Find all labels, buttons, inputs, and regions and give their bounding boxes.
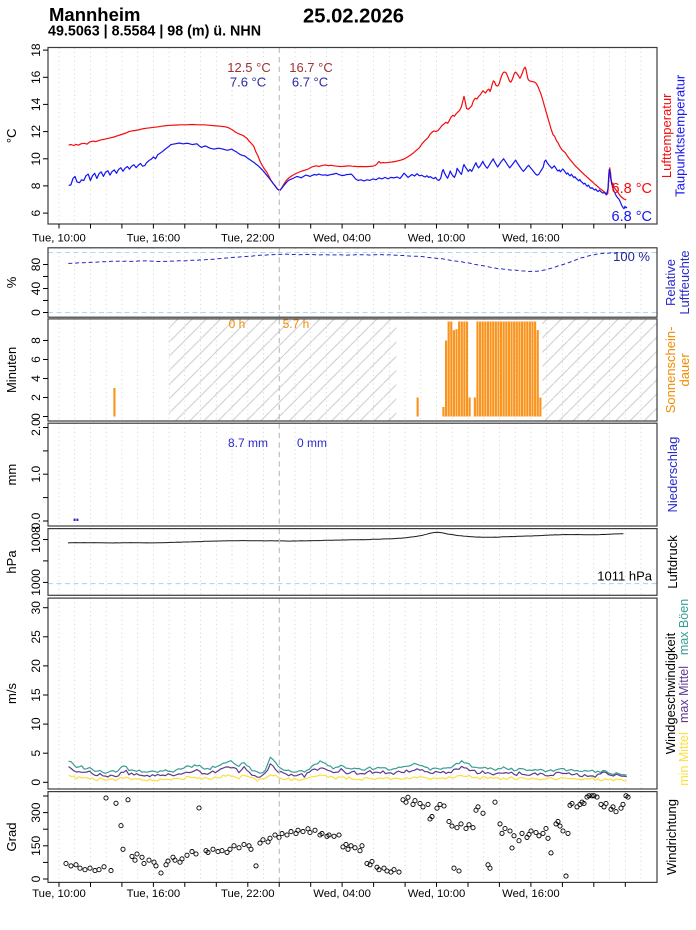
svg-text:0: 0 [29,875,43,882]
svg-text:6.8 °C: 6.8 °C [612,209,652,225]
svg-text:18: 18 [29,43,43,57]
svg-text:5.7 h: 5.7 h [283,317,310,331]
svg-text:12: 12 [29,125,43,139]
svg-text:Wed, 16:00: Wed, 16:00 [502,233,560,245]
svg-text:Wed, 04:00: Wed, 04:00 [313,233,371,245]
svg-text:Niederschlag: Niederschlag [665,437,680,513]
svg-text:80: 80 [29,258,43,272]
svg-text:Tue, 10:00: Tue, 10:00 [32,888,86,900]
svg-text:°C: °C [4,129,19,144]
svg-text:20: 20 [29,659,43,673]
svg-text:1.0: 1.0 [29,466,43,483]
svg-text:5: 5 [29,750,43,757]
svg-text:m/s: m/s [4,683,19,704]
svg-text:1011 hPa: 1011 hPa [597,569,652,584]
svg-text:6: 6 [29,356,43,363]
svg-text:Wed, 16:00: Wed, 16:00 [502,888,560,900]
svg-text:8.7 mm: 8.7 mm [228,436,268,450]
svg-text:Luftdruck: Luftdruck [665,535,680,589]
svg-text:25.02.2026: 25.02.2026 [303,5,404,27]
svg-text:49.5063 | 8.5584 | 98 (m) ü. N: 49.5063 | 8.5584 | 98 (m) ü. NHN [48,24,261,40]
svg-text:8: 8 [29,182,43,189]
svg-text:40: 40 [29,282,43,296]
svg-text:25: 25 [29,630,43,644]
svg-text:hPa: hPa [4,550,19,574]
svg-text:Tue, 16:00: Tue, 16:00 [127,233,181,245]
svg-text:2: 2 [29,394,43,401]
svg-text:Grad: Grad [4,823,19,852]
svg-text:16: 16 [29,70,43,84]
svg-text:0: 0 [29,413,43,420]
svg-text:Lufttemperatur: Lufttemperatur [659,93,674,178]
svg-text:Wed, 10:00: Wed, 10:00 [408,888,466,900]
svg-text:1000: 1000 [29,569,43,596]
svg-text:Windgeschwindigkeit: Windgeschwindigkeit [663,632,678,754]
svg-text:6.8 °C: 6.8 °C [612,181,652,197]
svg-text:Tue, 22:00: Tue, 22:00 [221,888,275,900]
svg-text:100 %: 100 % [613,249,650,264]
svg-text:Taupunktstemperatur: Taupunktstemperatur [673,74,688,197]
svg-text:300: 300 [29,802,43,822]
svg-text:0.0: 0.0 [29,512,43,529]
svg-text:Tue, 22:00: Tue, 22:00 [221,233,275,245]
svg-text:7.6 °C: 7.6 °C [230,75,266,90]
svg-text:Luftfeuchte: Luftfeuchte [677,250,692,314]
svg-text:0 h: 0 h [229,317,246,331]
svg-text:mm: mm [4,464,19,486]
svg-text:4: 4 [29,375,43,382]
svg-text:Minuten: Minuten [4,347,19,393]
svg-text:dauer: dauer [677,353,692,387]
svg-text:Relative: Relative [663,259,678,306]
svg-text:6.7 °C: 6.7 °C [292,75,328,90]
svg-text:1008: 1008 [29,526,43,553]
svg-text:0: 0 [29,779,43,786]
svg-text:6: 6 [29,209,43,216]
svg-text:Wed, 04:00: Wed, 04:00 [313,888,371,900]
svg-text:Tue, 10:00: Tue, 10:00 [32,233,86,245]
svg-text:max Mittel: max Mittel [677,666,691,723]
svg-text:0 mm: 0 mm [297,436,327,450]
svg-text:Windrichtung: Windrichtung [664,799,679,875]
svg-text:15: 15 [29,688,43,702]
svg-text:min Mittel: min Mittel [677,732,691,785]
svg-text:%: % [4,276,19,288]
svg-text:Tue, 16:00: Tue, 16:00 [127,888,181,900]
svg-text:10: 10 [29,717,43,731]
svg-text:0: 0 [29,309,43,316]
svg-text:10: 10 [29,152,43,166]
svg-text:30: 30 [29,601,43,615]
svg-text:Sonnenschein-: Sonnenschein- [663,327,678,414]
svg-text:Mannheim: Mannheim [49,4,140,25]
svg-text:max Böen: max Böen [677,599,691,655]
svg-text:16.7 °C: 16.7 °C [289,60,333,75]
svg-text:8: 8 [29,337,43,344]
svg-text:12.5 °C: 12.5 °C [227,60,271,75]
svg-text:150: 150 [29,835,43,855]
svg-text:Wed, 10:00: Wed, 10:00 [408,233,466,245]
svg-text:2.0: 2.0 [29,419,43,436]
svg-text:14: 14 [29,97,43,111]
